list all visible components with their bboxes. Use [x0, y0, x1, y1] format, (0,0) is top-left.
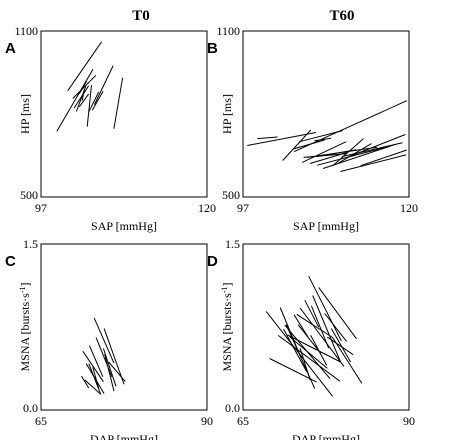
y-tick-label: 1.5 — [225, 237, 240, 251]
regression-line — [340, 154, 407, 172]
regression-line — [89, 345, 104, 377]
regression-line — [317, 145, 389, 166]
regression-line — [322, 143, 397, 169]
regression-line — [312, 295, 342, 363]
regression-line — [108, 361, 126, 383]
regression-line — [327, 336, 354, 356]
regression-line — [95, 337, 113, 378]
regression-line — [330, 328, 352, 363]
regression-line — [86, 85, 92, 127]
panel-letter: D — [207, 253, 218, 270]
panel-b: B 500 1100 97 120 SAP [mmHg] HP [ms] — [207, 24, 418, 233]
y-tick-label: 500 — [20, 188, 38, 202]
regression-line — [318, 287, 357, 340]
regression-line — [347, 134, 406, 158]
regression-line — [309, 152, 348, 164]
y-axis-label: HP [ms] — [220, 94, 234, 134]
regression-line — [103, 328, 125, 385]
panel-letter: C — [5, 253, 16, 270]
x-axis-label: SAP [mmHg] — [91, 219, 157, 233]
regression-line — [88, 363, 102, 395]
regression-line — [269, 358, 317, 383]
regression-line — [289, 336, 328, 369]
y-axis-label: MSNA [bursts·s-1] — [18, 282, 33, 371]
regression-line — [88, 91, 100, 113]
regression-line — [332, 337, 363, 384]
regression-line — [332, 138, 364, 167]
plot-frame — [40, 243, 208, 411]
x-tick-label: 90 — [201, 414, 213, 428]
y-tick-label: 0.0 — [225, 401, 240, 415]
regression-line — [283, 328, 308, 373]
x-axis-label: SAP [mmHg] — [293, 219, 359, 233]
regression-line — [56, 68, 94, 132]
panel-letter: B — [207, 40, 218, 57]
x-tick-label: 120 — [400, 201, 418, 215]
regression-line — [310, 335, 328, 366]
regression-line — [82, 350, 104, 382]
regression-line — [84, 379, 101, 394]
panel-c: C 0.0 1.5 65 90 DAP [mmHg] MSNA [bursts·s-1] — [5, 237, 213, 440]
regression-line — [257, 136, 278, 140]
regression-line — [81, 89, 85, 101]
regression-line — [285, 324, 316, 389]
regression-line — [102, 348, 117, 387]
x-tick-label: 90 — [403, 414, 415, 428]
regression-line — [360, 149, 407, 167]
regression-line — [93, 65, 114, 105]
x-tick-label: 97 — [237, 201, 249, 215]
regression-line — [304, 299, 320, 328]
plot-frame — [242, 243, 410, 411]
y-axis-label: HP [ms] — [18, 94, 32, 134]
regression-line — [91, 91, 104, 111]
x-tick-label: 120 — [198, 201, 216, 215]
regression-line — [92, 367, 100, 390]
x-tick-label: 65 — [237, 414, 249, 428]
y-tick-label: 1100 — [216, 24, 240, 38]
plot-frame — [242, 30, 410, 198]
regression-line — [93, 317, 115, 364]
regression-line — [78, 81, 87, 95]
x-axis-label: DAP [mmHg] — [90, 432, 158, 440]
panel-letter: A — [5, 40, 16, 57]
regression-line — [299, 348, 311, 381]
regression-line — [301, 141, 347, 163]
panel-d: D 0.0 1.5 65 90 DAP [mmHg] MSNA [bursts·s-1] — [207, 237, 415, 440]
regression-line — [287, 334, 341, 363]
regression-line — [293, 314, 309, 338]
regression-line — [293, 100, 408, 153]
regression-line — [341, 142, 403, 158]
regression-line — [299, 307, 345, 367]
regression-line — [78, 93, 90, 108]
regression-line — [297, 324, 322, 354]
y-axis-label: MSNA [bursts·s-1] — [220, 282, 235, 371]
x-tick-label: 97 — [35, 201, 47, 215]
x-axis-label: DAP [mmHg] — [292, 432, 360, 440]
regression-line — [296, 313, 333, 338]
plot-frame — [40, 30, 208, 198]
regression-line — [308, 275, 342, 342]
y-tick-label: 0.0 — [23, 401, 38, 415]
y-tick-label: 500 — [222, 188, 240, 202]
regression-line — [310, 305, 330, 349]
regression-line — [104, 354, 115, 392]
regression-line — [67, 41, 103, 92]
regression-line — [277, 334, 341, 382]
column-title-t60: T60 — [329, 8, 354, 24]
regression-line — [282, 129, 312, 161]
regression-line — [72, 74, 97, 99]
regression-line — [314, 137, 332, 142]
panel-a: A 500 1100 97 120 SAP [mmHg] HP [ms] — [5, 24, 216, 233]
y-tick-label: 1.5 — [23, 237, 38, 251]
column-title-t0: T0 — [132, 8, 150, 24]
regression-line — [81, 375, 90, 389]
y-tick-label: 1100 — [14, 24, 38, 38]
regression-line — [113, 77, 124, 129]
regression-line — [299, 130, 343, 143]
regression-line — [324, 313, 347, 342]
x-tick-label: 65 — [35, 414, 47, 428]
regression-line — [247, 132, 316, 146]
